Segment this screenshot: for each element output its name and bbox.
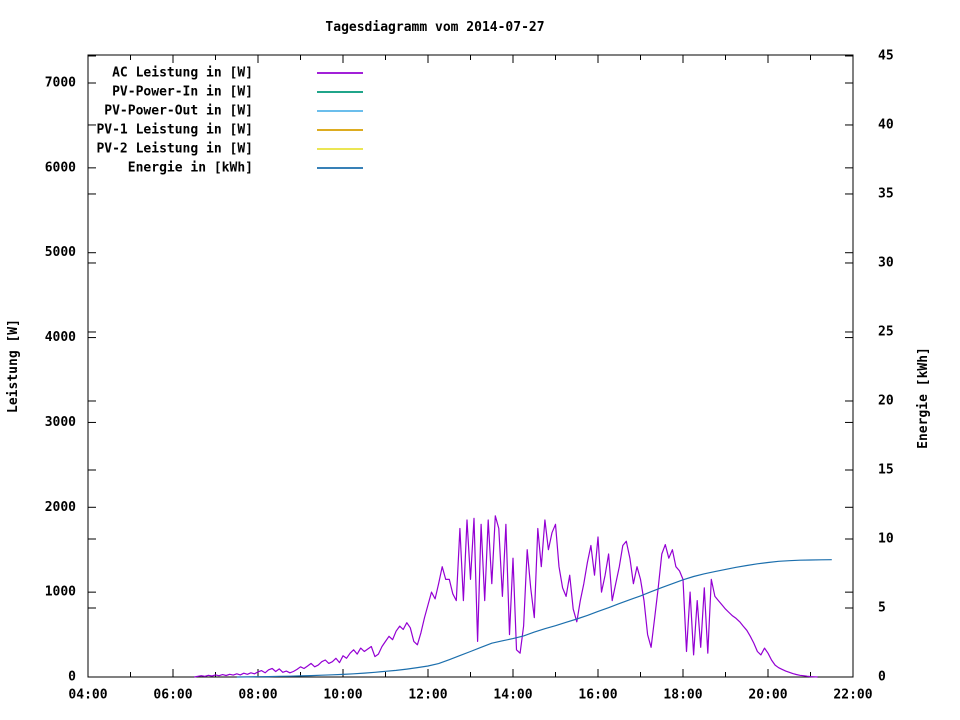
y2-tick-label: 5 (878, 600, 886, 615)
legend-label: PV-Power-In in [W] (112, 85, 253, 100)
y-axis-label-right: Energie [kWh] (916, 347, 931, 449)
x-tick-label: 14:00 (493, 688, 532, 703)
y2-tick-label: 25 (878, 324, 894, 339)
x-tick-label: 20:00 (748, 688, 787, 703)
legend-label: PV-1 Leistung in [W] (96, 123, 253, 138)
y2-tick-label: 35 (878, 186, 894, 201)
x-tick-label: 12:00 (408, 688, 447, 703)
x-tick-label: 18:00 (663, 688, 702, 703)
series-line (194, 515, 818, 678)
legend-label: PV-Power-Out in [W] (104, 104, 253, 119)
y-tick-label: 4000 (45, 330, 76, 345)
x-tick-label: 06:00 (153, 688, 192, 703)
y-tick-label: 6000 (45, 160, 76, 175)
y-tick-label: 2000 (45, 500, 76, 515)
x-tick-label: 10:00 (323, 688, 362, 703)
x-tick-label: 22:00 (833, 688, 872, 703)
y2-tick-label: 0 (878, 670, 886, 685)
series-line (236, 559, 832, 678)
x-tick-label: 04:00 (68, 688, 107, 703)
y-tick-label: 0 (68, 670, 76, 685)
y-axis-label-left: Leistung [W] (6, 319, 21, 413)
y-tick-label: 5000 (45, 245, 76, 260)
y2-tick-label: 15 (878, 462, 894, 477)
x-tick-label: 16:00 (578, 688, 617, 703)
legend-label: AC Leistung in [W] (112, 66, 253, 81)
y-tick-label: 1000 (45, 585, 76, 600)
y2-tick-label: 10 (878, 531, 894, 546)
chart-title: Tagesdiagramm vom 2014-07-27 (325, 20, 545, 35)
y2-tick-label: 40 (878, 117, 894, 132)
y-tick-label: 3000 (45, 415, 76, 430)
x-tick-label: 08:00 (238, 688, 277, 703)
y2-tick-label: 20 (878, 393, 894, 408)
y-tick-label: 7000 (45, 76, 76, 91)
legend-label: Energie in [kWh] (128, 161, 253, 176)
legend-label: PV-2 Leistung in [W] (96, 142, 253, 157)
y2-tick-label: 30 (878, 255, 894, 270)
y2-tick-label: 45 (878, 48, 894, 63)
